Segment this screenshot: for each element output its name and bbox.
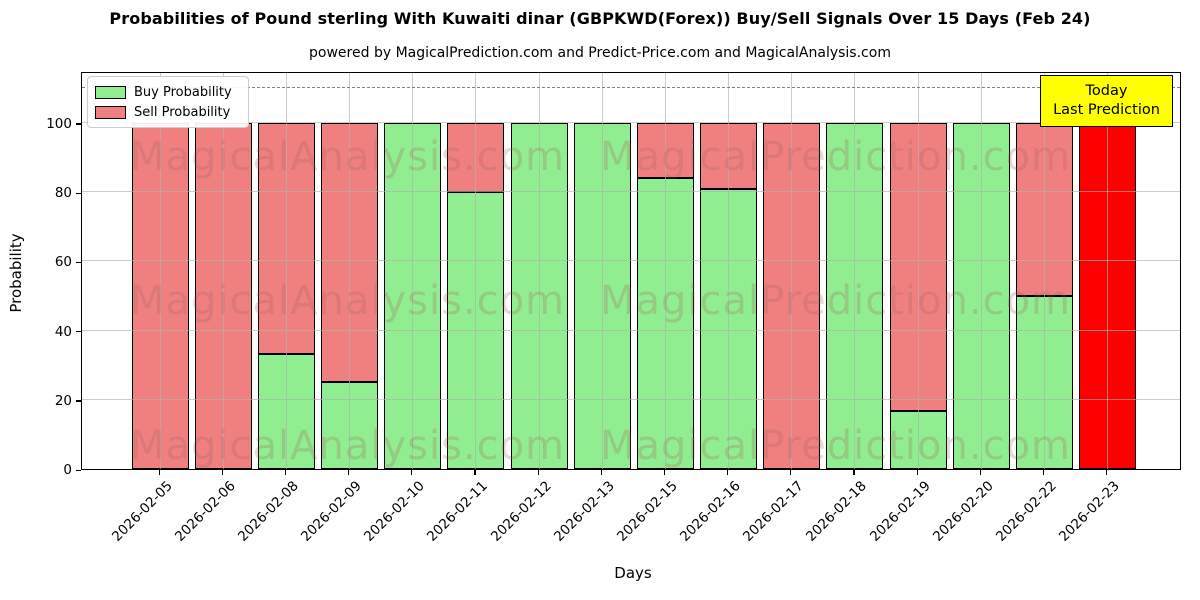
v-gridline-2026-02-11 [475, 73, 477, 469]
v-gridline-2026-02-06 [222, 73, 224, 469]
v-gridline-2026-02-10 [412, 73, 414, 469]
y-tick-mark-40 [76, 331, 81, 333]
y-tick-label-100: 100 [46, 115, 72, 132]
chart-title: Probabilities of Pound sterling With Kuw… [109, 9, 1091, 28]
v-gridline-2026-02-05 [159, 73, 161, 469]
y-tick-mark-80 [76, 192, 81, 194]
watermark-left-1: MagicalAnalysis.com [130, 278, 566, 324]
y-tick-label-80: 80 [54, 185, 72, 202]
x-tick-label-2026-02-19: 2026-02-19 [866, 478, 934, 545]
today-annotation-box: Today Last Prediction [1040, 75, 1173, 127]
h-gridline-100 [82, 121, 1180, 123]
h-gridline-80 [82, 191, 1180, 193]
x-tick-mark-2026-02-23 [1106, 470, 1108, 475]
x-tick-mark-2026-02-08 [284, 470, 287, 475]
x-tick-mark-2026-02-20 [979, 470, 981, 475]
x-tick-label-2026-02-22: 2026-02-22 [992, 478, 1060, 545]
x-tick-mark-2026-02-06 [221, 470, 223, 475]
x-tick-mark-2026-02-05 [158, 470, 160, 475]
v-gridline-2026-02-16 [728, 73, 730, 469]
x-tick-label-2026-02-12: 2026-02-12 [487, 478, 555, 545]
chart-subtitle: powered by MagicalPrediction.com and Pre… [309, 45, 891, 61]
sell-color-swatch [95, 105, 126, 119]
x-axis-label: Days [614, 564, 652, 582]
x-tick-label-2026-02-15: 2026-02-15 [613, 478, 681, 545]
y-tick-label-60: 60 [54, 254, 72, 271]
x-tick-label-2026-02-10: 2026-02-10 [361, 478, 429, 545]
v-gridline-2026-02-20 [980, 73, 982, 469]
x-tick-mark-2026-02-13 [600, 470, 602, 475]
h-gridline-60 [82, 260, 1180, 262]
dashed-guide-line [82, 87, 1180, 89]
x-tick-label-2026-02-18: 2026-02-18 [803, 478, 871, 545]
v-gridline-2026-02-19 [917, 73, 919, 469]
y-axis-label: Probability [7, 233, 25, 313]
h-gridline-40 [82, 329, 1180, 331]
y-tick-label-0: 0 [63, 462, 72, 478]
legend-label-buy: Buy Probability [134, 84, 232, 100]
x-tick-mark-2026-02-17 [790, 470, 792, 475]
x-tick-label-2026-02-20: 2026-02-20 [929, 478, 997, 545]
x-tick-mark-2026-02-09 [348, 470, 350, 475]
x-tick-label-2026-02-23: 2026-02-23 [1056, 478, 1123, 545]
v-gridline-2026-02-12 [538, 73, 540, 469]
x-tick-mark-2026-02-15 [663, 470, 666, 475]
x-tick-mark-2026-02-22 [1042, 470, 1045, 475]
v-gridline-2026-02-15 [664, 73, 666, 469]
watermark-left-0: MagicalAnalysis.com [130, 134, 566, 180]
v-gridline-2026-02-23 [1107, 73, 1109, 469]
watermark-right-1: MagicalPrediction.com [600, 278, 1071, 324]
x-tick-label-2026-02-05: 2026-02-05 [108, 478, 176, 545]
v-gridline-2026-02-13 [601, 73, 603, 469]
legend-label-sell: Sell Probability [134, 104, 231, 120]
x-tick-mark-2026-02-16 [727, 470, 729, 475]
x-tick-mark-2026-02-11 [474, 470, 476, 475]
y-tick-mark-100 [76, 123, 81, 125]
v-gridline-2026-02-08 [285, 73, 287, 469]
buy-color-swatch [95, 85, 126, 99]
legend: Buy Probability Sell Probability [87, 76, 249, 128]
v-gridline-2026-02-17 [791, 73, 793, 469]
x-tick-label-2026-02-17: 2026-02-17 [740, 478, 808, 545]
x-tick-mark-2026-02-12 [537, 470, 539, 475]
x-tick-mark-2026-02-19 [916, 470, 918, 475]
x-tick-label-2026-02-11: 2026-02-11 [424, 478, 492, 545]
x-tick-mark-2026-02-18 [853, 470, 855, 475]
v-gridline-2026-02-09 [349, 73, 350, 469]
x-tick-label-2026-02-16: 2026-02-16 [677, 478, 744, 545]
y-tick-mark-20 [76, 400, 81, 402]
h-gridline-20 [82, 398, 1180, 400]
annotation-line-1: Today [1085, 83, 1128, 99]
annotation-line-2: Last Prediction [1053, 102, 1160, 118]
y-tick-label-40: 40 [54, 323, 72, 340]
x-tick-label-2026-02-08: 2026-02-08 [234, 478, 302, 545]
x-tick-label-2026-02-09: 2026-02-09 [298, 478, 365, 545]
v-gridline-2026-02-22 [1043, 73, 1045, 469]
y-tick-mark-0 [76, 469, 81, 471]
x-tick-label-2026-02-06: 2026-02-06 [171, 478, 239, 545]
watermark-right-0: MagicalPrediction.com [600, 134, 1071, 180]
v-gridline-2026-02-18 [854, 73, 856, 469]
plot-area [81, 72, 1181, 470]
watermark-left-2: MagicalAnalysis.com [130, 423, 566, 469]
legend-item-buy: Buy Probability [95, 82, 240, 102]
watermark-right-2: MagicalPrediction.com [600, 423, 1071, 469]
x-tick-mark-2026-02-10 [411, 470, 413, 475]
y-tick-label-20: 20 [54, 392, 72, 409]
x-tick-label-2026-02-13: 2026-02-13 [550, 478, 618, 545]
y-tick-mark-60 [76, 261, 81, 264]
legend-item-sell: Sell Probability [95, 102, 240, 122]
